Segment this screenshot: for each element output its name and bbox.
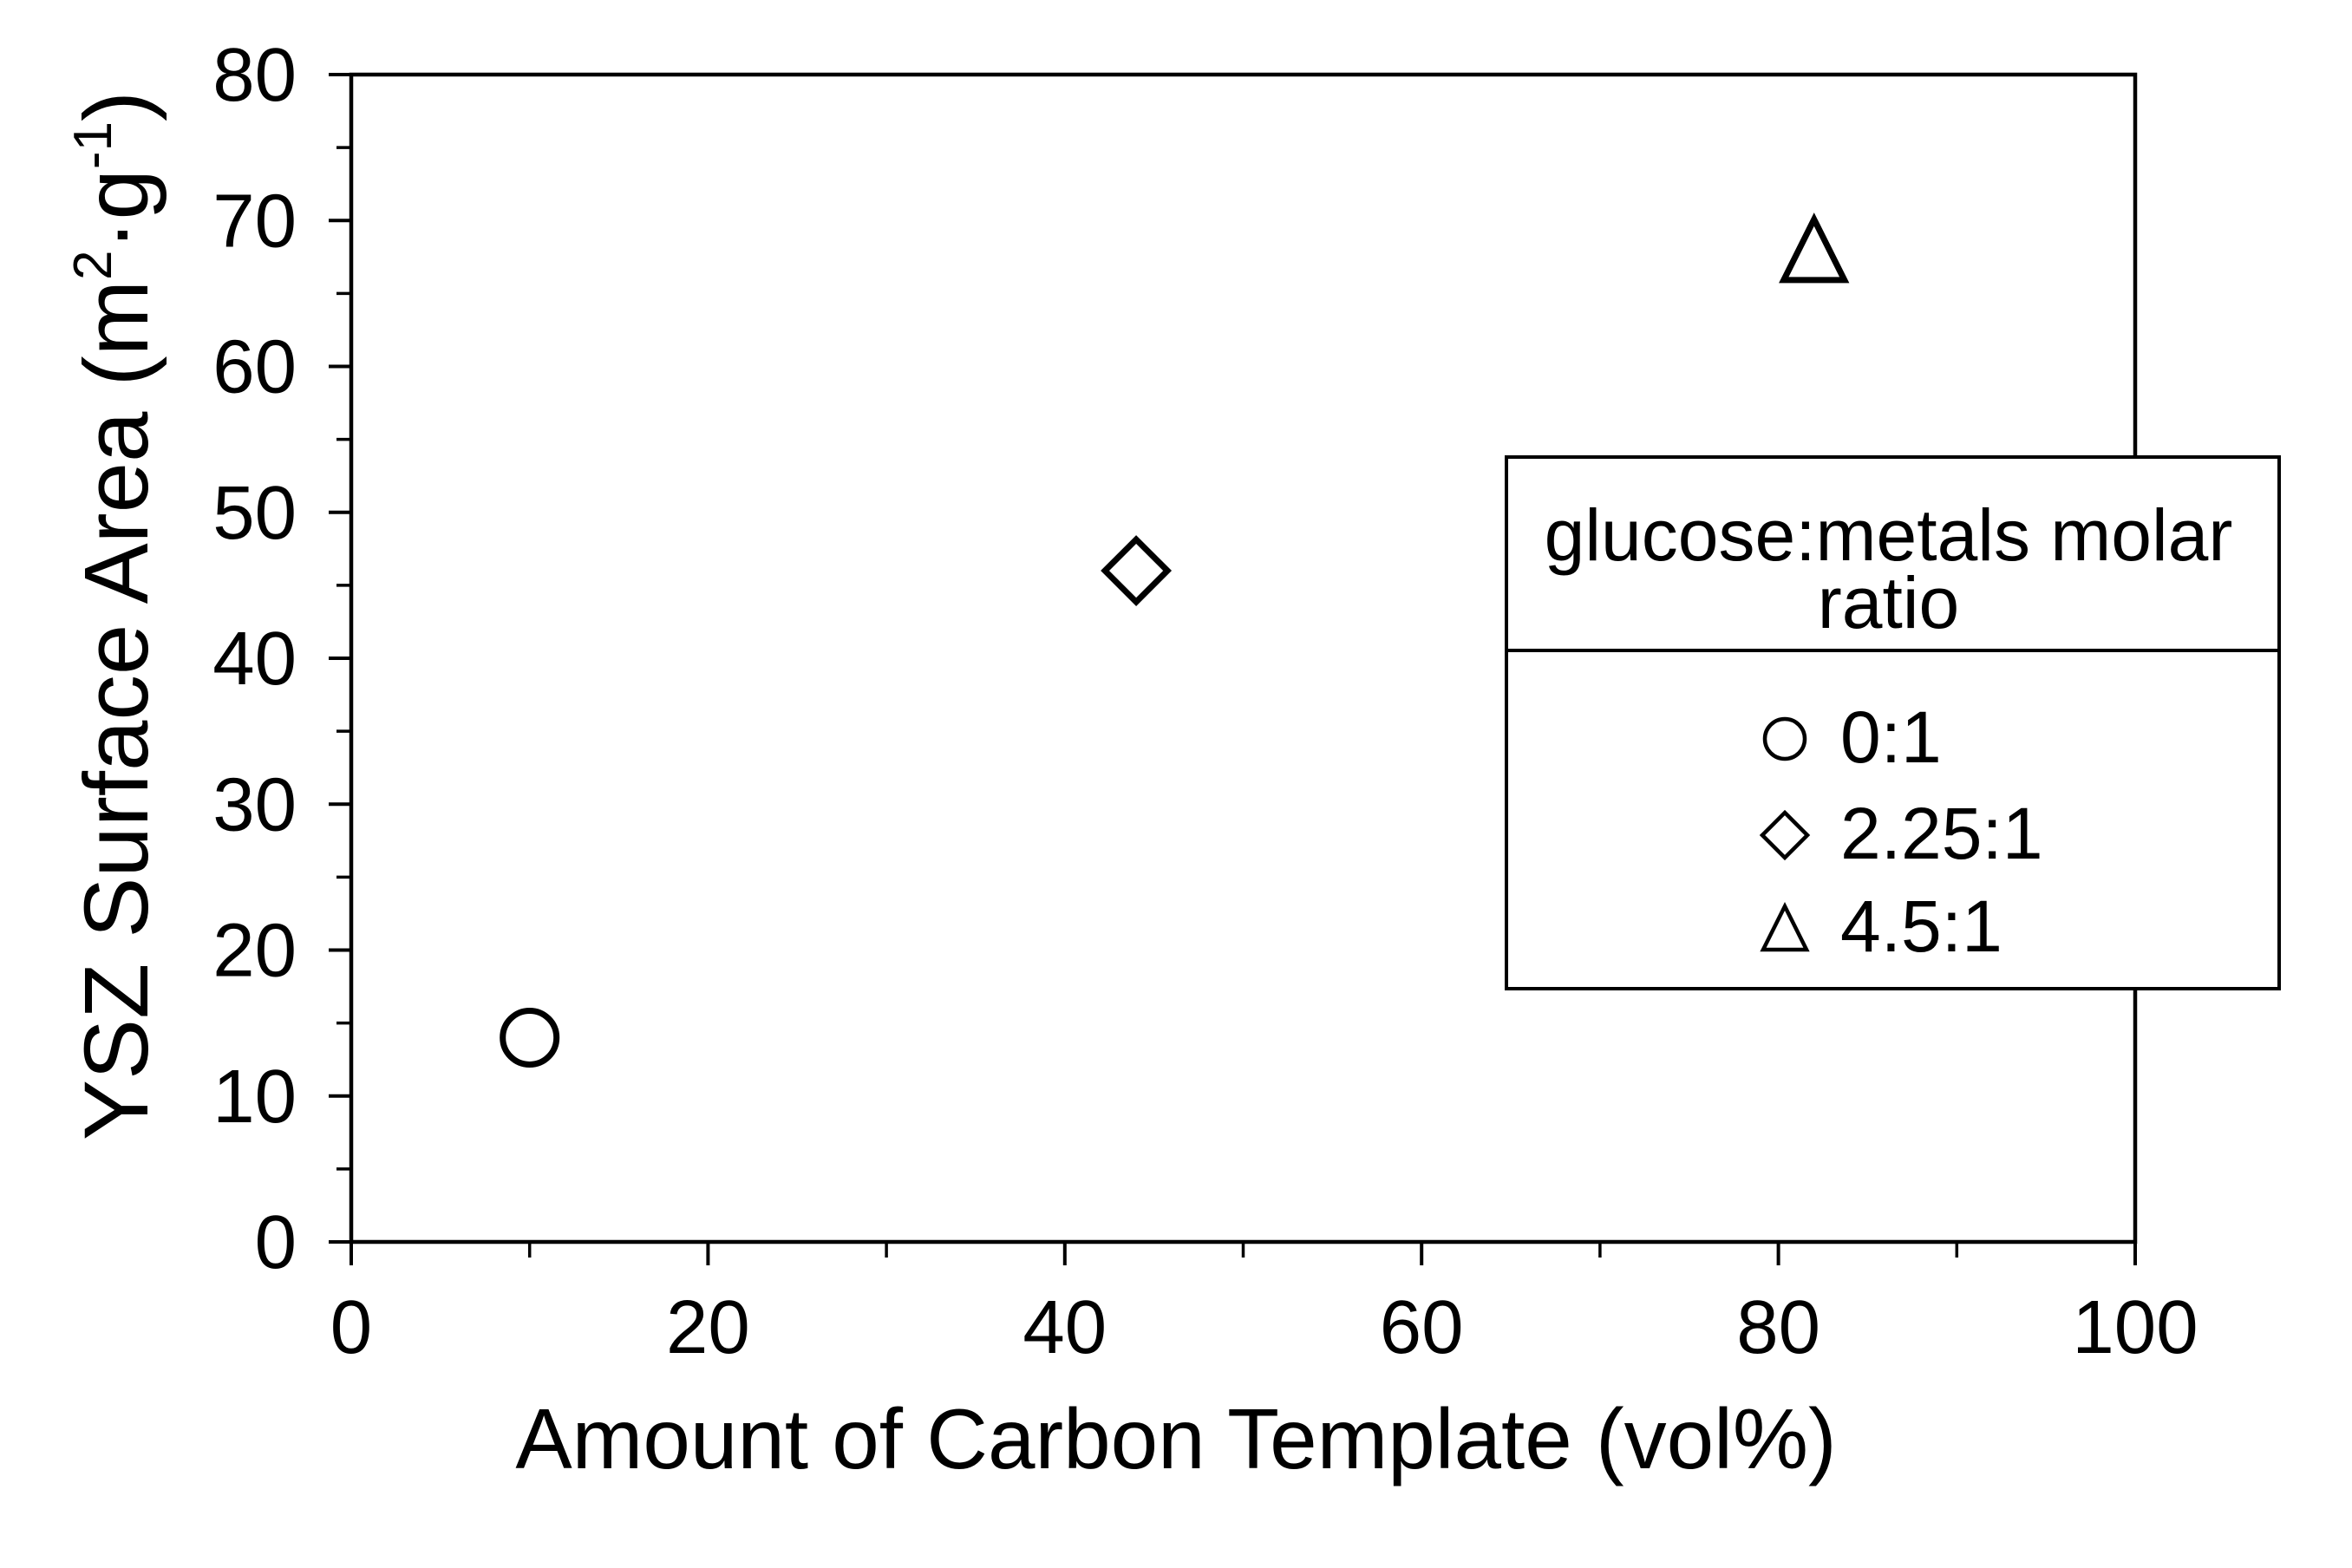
y-axis-title: YSZ Surface Area (m2·g-1): [63, 91, 167, 1140]
legend-diamond-marker: [1759, 809, 1811, 861]
y-tick-label: 60: [212, 325, 297, 409]
x-tick-label: 40: [1022, 1285, 1107, 1369]
legend-entry-label: 0:1: [1840, 696, 1942, 778]
legend-entry-label: 4.5:1: [1840, 885, 2002, 967]
y-tick-label: 30: [212, 762, 297, 846]
y-tick-label: 10: [212, 1055, 297, 1139]
axis-ticks: [329, 73, 2137, 1265]
data-point-circle-marker: [500, 1007, 560, 1068]
legend-title-line: ratio: [1818, 562, 1959, 644]
legend-title-line: glucose:metals molar: [1545, 494, 2233, 576]
data-points: [500, 212, 1850, 1068]
legend-entry-label: 2.25:1: [1840, 793, 2043, 874]
y-tick-label: 50: [212, 471, 297, 555]
y-tick-label: 0: [255, 1200, 297, 1284]
x-tick-label: 80: [1736, 1285, 1820, 1369]
x-tick-label: 100: [2072, 1285, 2198, 1369]
x-tick-label: 0: [330, 1285, 372, 1369]
legend-border: [1505, 455, 2281, 990]
axis-tick-labels: 0 20 40 60 80 100 0 10 20 30 40 50 60 70 80: [212, 33, 2198, 1369]
x-axis-title: Amount of Carbon Template (vol%): [515, 1391, 1836, 1486]
y-tick-label: 70: [212, 179, 297, 263]
legend-triangle-marker: [1760, 901, 1810, 952]
legend-circle-marker: [1762, 716, 1807, 761]
data-point-triangle-marker: [1779, 212, 1850, 284]
x-tick-label: 60: [1380, 1285, 1464, 1369]
y-tick-label: 20: [212, 909, 297, 993]
y-tick-label: 40: [212, 617, 297, 701]
y-tick-label: 80: [212, 33, 297, 117]
data-point-diamond-marker: [1101, 535, 1173, 606]
x-tick-label: 20: [666, 1285, 750, 1369]
